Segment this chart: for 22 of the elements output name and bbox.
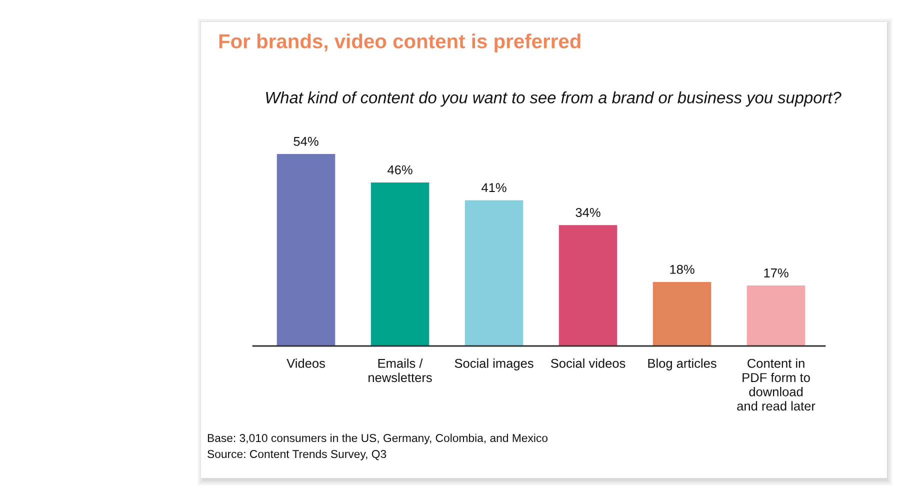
data-label: 54%	[294, 136, 318, 146]
chart-subtitle: What kind of content do you want to see from a brand or business you support?	[266, 91, 842, 107]
x-tick-label: Content in PDF form to download and read later	[737, 358, 816, 411]
data-label: 34%	[576, 208, 600, 218]
x-tick-label: Social videos	[550, 358, 626, 368]
x-tick-label: Videos	[286, 358, 325, 368]
data-label: 46%	[388, 165, 412, 174]
bar	[746, 286, 806, 346]
bar	[558, 225, 618, 346]
x-tick-label: Emails / newsletters	[368, 358, 432, 382]
x-tick-label: Blog articles	[648, 358, 716, 370]
chart-title: For brands, video content is preferred	[219, 34, 580, 52]
bar	[464, 200, 524, 346]
text: Base: 3,010 consumers in the US, Germany, Colombia, and Mexico	[208, 434, 548, 444]
bar	[370, 182, 430, 346]
bar	[276, 154, 336, 346]
x-tick-label: Social images	[454, 358, 534, 370]
data-label: 18%	[670, 264, 694, 274]
data-label: 41%	[482, 183, 506, 192]
source-note: Source: Content Trends Survey, Q3	[208, 450, 386, 460]
bar	[652, 282, 712, 346]
data-label: 17%	[764, 268, 788, 278]
